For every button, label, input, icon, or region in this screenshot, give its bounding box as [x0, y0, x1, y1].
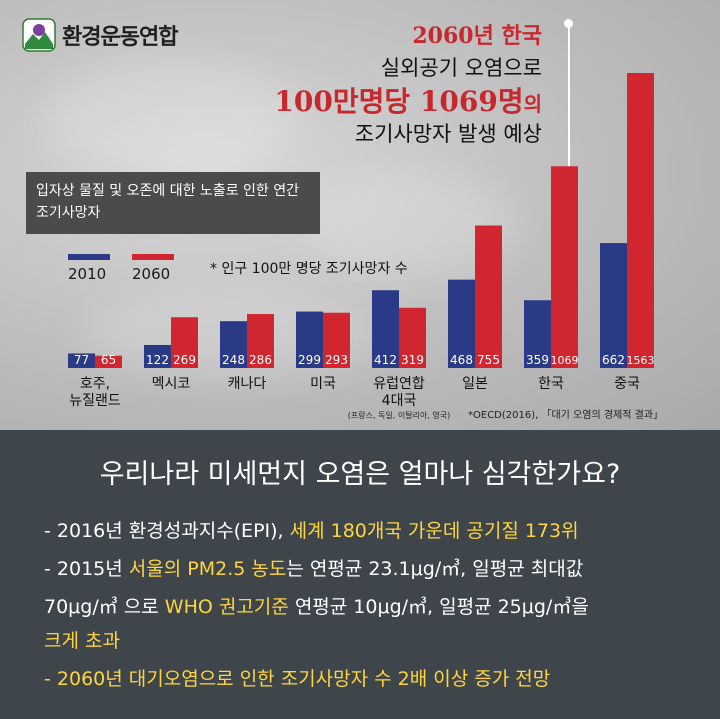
bullet-2-end: 크게 초과 [44, 626, 120, 653]
value-label-2060-2: 286 [249, 353, 272, 367]
value-label-2060-4: 319 [401, 353, 424, 367]
bar-2060-2 [247, 314, 274, 368]
headline-line3-main: 100만명당 1069명 [274, 85, 524, 118]
value-label-2010-4: 412 [374, 353, 397, 367]
brand-name: 환경운동연합 [62, 24, 178, 50]
chart-title-box: 입자상 물질 및 오존에 대한 노출로 인한 연간 조기사망자 [26, 172, 320, 234]
category-label-7: 중국 [614, 376, 640, 392]
bar-2060-5 [475, 225, 502, 368]
bar-2010-6 [524, 300, 551, 368]
category-label-1: 멕시코 [152, 376, 191, 392]
info-panel [0, 430, 720, 719]
value-label-2060-6: 1069 [551, 354, 579, 367]
bar-2010-5 [448, 279, 475, 368]
legend-label-2010: 2010 [68, 265, 107, 283]
legend-swatch-2010 [68, 254, 110, 260]
headline-line3-suffix: 의 [523, 92, 542, 116]
headline-line1: 2060년 한국 [412, 23, 542, 49]
bar-chart: 77 65 호주, 뉴질랜드 122 269 멕시코 248 286 캐나다 299 293 미국 412… [68, 73, 655, 420]
callout-line [568, 28, 570, 168]
brand-logo: 환경운동연합 [22, 18, 178, 52]
bar-2060-4 [399, 307, 426, 368]
bar-2010-3 [296, 311, 323, 368]
bar-2060-7 [627, 73, 654, 368]
bar-2060-0 [95, 355, 122, 368]
category-label-5: 일본 [462, 376, 488, 392]
bullet-1-text: - 2016년 환경성과지수(EPI), [44, 520, 290, 542]
bar-2060-1 [171, 317, 198, 368]
bullet-2-text-a: - 2015년 [44, 558, 129, 580]
bullet-2-end-highlight: 크게 초과 [44, 630, 120, 652]
logo-mark-icon [22, 18, 56, 52]
value-label-2010-7: 662 [602, 353, 625, 367]
bar-2010-7 [600, 243, 627, 368]
bullet-2-cont-text-c: 연평균 10μg/㎥, 일평균 25μg/㎥을 [288, 596, 589, 618]
category-label-3: 미국 [310, 376, 336, 392]
value-label-2060-3: 293 [325, 353, 348, 367]
category-footnote: (프랑스, 독일, 이탈리아, 영국) [348, 410, 450, 420]
question-heading: 우리나라 미세먼지 오염은 얼마나 심각한가요? [99, 459, 621, 490]
headline-line4: 조기사망자 발생 예상 [354, 122, 542, 146]
headline-line3: 100만명당 1069명의 [274, 80, 542, 120]
legend-2010: 2010 [68, 254, 110, 283]
value-label-2010-6: 359 [526, 353, 549, 367]
value-label-2010-2: 248 [222, 353, 245, 367]
chart-source: *OECD(2016), 「대기 오염의 경제적 결과」 [468, 410, 664, 421]
bullet-3: - 2060년 대기오염으로 인한 조기사망자 수 2배 이상 증가 전망 [44, 668, 551, 690]
bullet-2-text-c: 는 연평균 23.1μg/㎥, 일평균 최대값 [286, 558, 584, 580]
bar-2010-1 [144, 344, 171, 368]
chart-note: * 인구 100만 명당 조기사망자 수 [210, 261, 408, 277]
bullet-1: - 2016년 환경성과지수(EPI), 세계 180개국 가운데 공기질 17… [44, 516, 579, 543]
bar-2060-6 [551, 166, 578, 368]
bullet-1-highlight: 세계 180개국 가운데 공기질 173위 [289, 520, 579, 542]
value-label-2010-1: 122 [146, 353, 169, 367]
bullet-2: - 2015년 서울의 PM2.5 농도는 연평균 23.1μg/㎥, 일평균 … [44, 554, 583, 581]
legend-2060: 2060 [132, 254, 174, 283]
category-label-0: 호주, 뉴질랜드 [69, 376, 121, 409]
legend-swatch-2060 [132, 254, 174, 260]
value-label-2010-5: 468 [450, 353, 473, 367]
headline-line2: 실외공기 오염으로 [380, 56, 542, 80]
value-label-2010-3: 299 [298, 353, 321, 367]
bar-2010-4 [372, 290, 399, 368]
bullet-2-cont-text-a: 70μg/㎥ 으로 [44, 596, 165, 618]
category-label-2: 캐나다 [228, 376, 267, 392]
category-label-6: 한국 [538, 376, 564, 392]
legend-label-2060: 2060 [132, 265, 171, 283]
value-label-2060-7: 1563 [627, 354, 655, 367]
bar-2060-3 [323, 312, 350, 368]
value-label-2060-0: 65 [101, 353, 116, 367]
value-label-2010-0: 77 [74, 353, 89, 367]
bullet-2-highlight: 서울의 PM2.5 농도 [128, 558, 287, 580]
value-label-2060-1: 269 [173, 353, 196, 367]
bar-2010-2 [220, 321, 247, 368]
callout-dot [564, 19, 573, 28]
bullet-2-cont-highlight: WHO 권고기준 [164, 596, 289, 618]
category-label-4: 유럽연합 4대국 [373, 376, 425, 409]
bullet-2-cont: 70μg/㎥ 으로 WHO 권고기준 연평균 10μg/㎥, 일평균 25μg/… [44, 592, 589, 619]
bar-2010-0 [68, 353, 95, 368]
value-label-2060-5: 755 [477, 353, 500, 367]
